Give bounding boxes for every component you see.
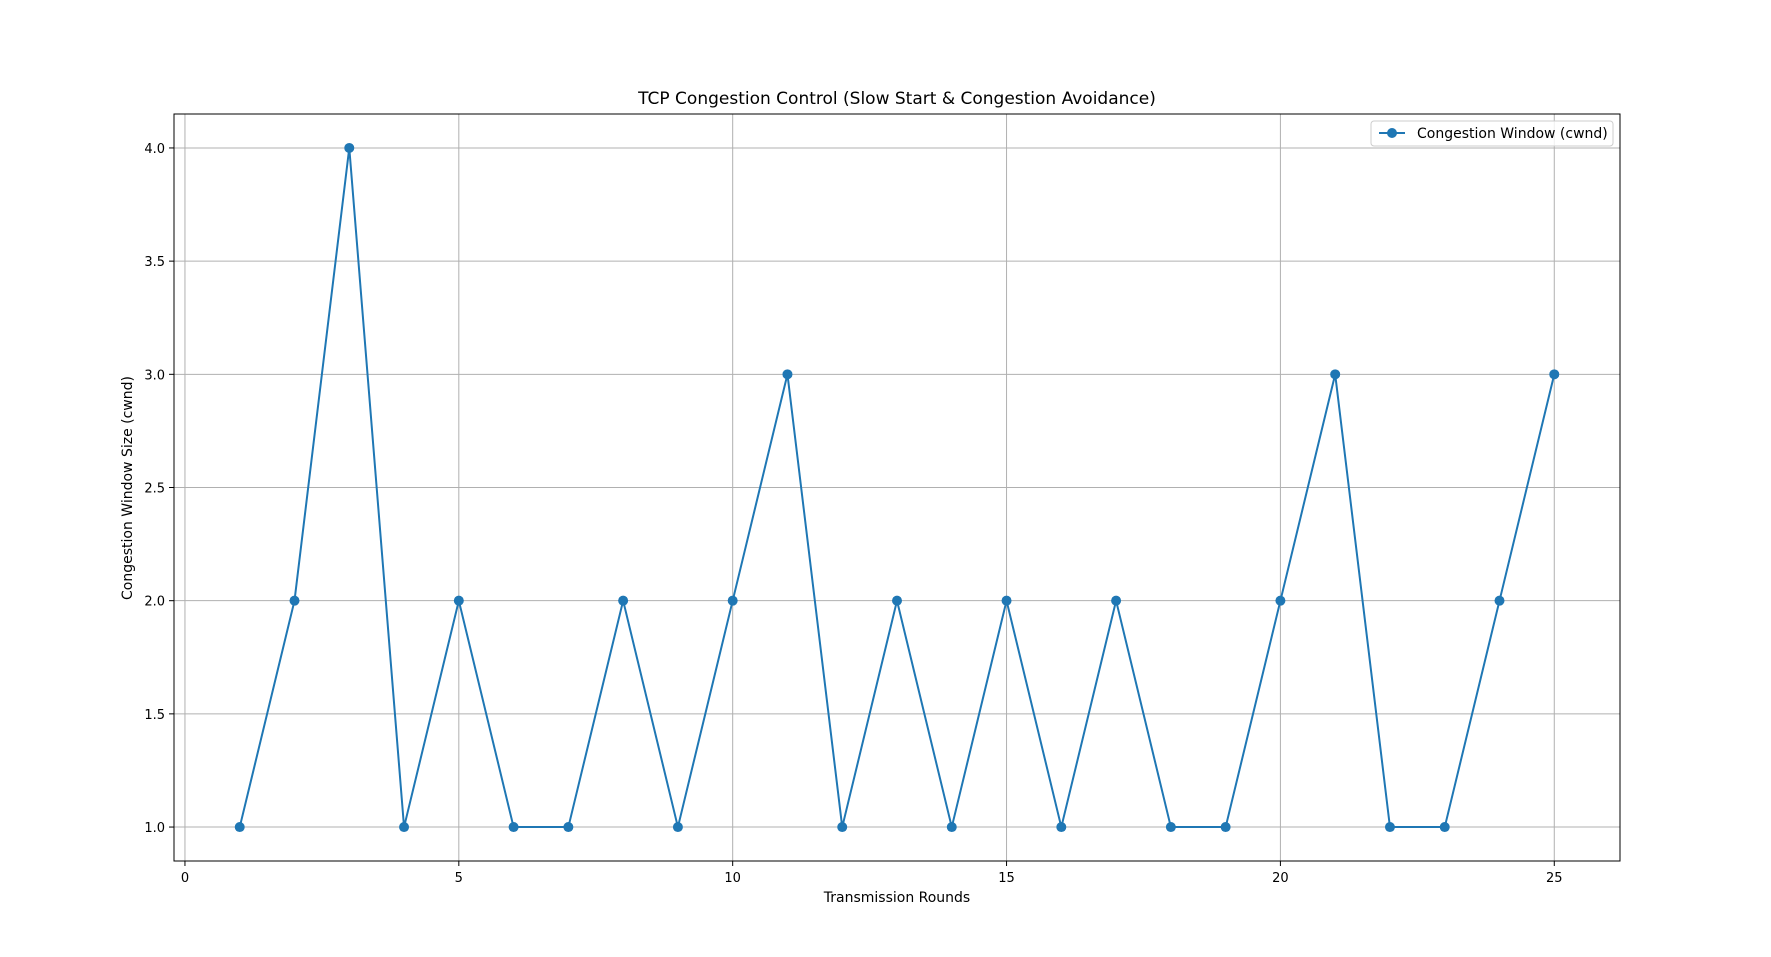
data-point: [1494, 595, 1505, 606]
chart-title: TCP Congestion Control (Slow Start & Con…: [637, 89, 1156, 109]
x-tick-label: 25: [1546, 871, 1563, 886]
data-point: [892, 595, 902, 606]
data-point: [1384, 822, 1395, 833]
x-tick-label: 0: [181, 871, 189, 886]
data-point: [1439, 822, 1450, 833]
y-tick-label: 3.5: [144, 255, 165, 270]
data-point: [1001, 595, 1012, 606]
data-point: [618, 595, 629, 606]
data-point: [837, 822, 848, 833]
data-point: [1111, 595, 1122, 606]
series-layer: [234, 142, 1560, 833]
x-ticks: 0 5 10 15 20 25: [181, 861, 1563, 886]
data-point: [508, 822, 519, 833]
y-tick-label: 1.5: [144, 708, 165, 723]
data-point: [1220, 822, 1231, 833]
data-point: [1275, 595, 1286, 606]
data-point: [344, 142, 355, 153]
x-tick-label: 10: [724, 871, 741, 886]
y-ticks: 1.0 1.5 2.0 2.5 3.0 3.5 4.0: [144, 142, 174, 836]
legend-marker-swatch: [1387, 128, 1397, 138]
data-point: [672, 822, 683, 833]
legend-entry-cwnd: Congestion Window (cwnd): [1417, 126, 1608, 142]
x-axis-label: Transmission Rounds: [823, 890, 970, 906]
data-point: [1330, 369, 1341, 380]
data-point: [399, 822, 410, 833]
data-point: [289, 595, 300, 606]
y-tick-label: 1.0: [144, 821, 165, 836]
data-point: [453, 595, 464, 606]
y-axis-label: Congestion Window Size (cwnd): [120, 376, 136, 600]
y-tick-label: 2.5: [144, 482, 165, 497]
data-point: [1549, 369, 1560, 380]
x-tick-label: 15: [998, 871, 1015, 886]
data-point: [563, 822, 574, 833]
y-tick-label: 4.0: [144, 142, 165, 157]
data-point: [1165, 822, 1176, 833]
x-tick-label: 20: [1272, 871, 1289, 886]
x-tick-label: 5: [455, 871, 463, 886]
legend-box: [1370, 120, 1614, 147]
data-point: [946, 822, 957, 833]
data-point: [727, 595, 738, 606]
data-point: [234, 822, 245, 833]
data-point: [782, 369, 793, 380]
y-tick-label: 3.0: [144, 368, 165, 383]
data-point: [1056, 822, 1067, 833]
y-tick-label: 2.0: [144, 595, 165, 610]
legend: Congestion Window (cwnd): [1370, 120, 1614, 147]
grid-lines: [174, 114, 1620, 861]
